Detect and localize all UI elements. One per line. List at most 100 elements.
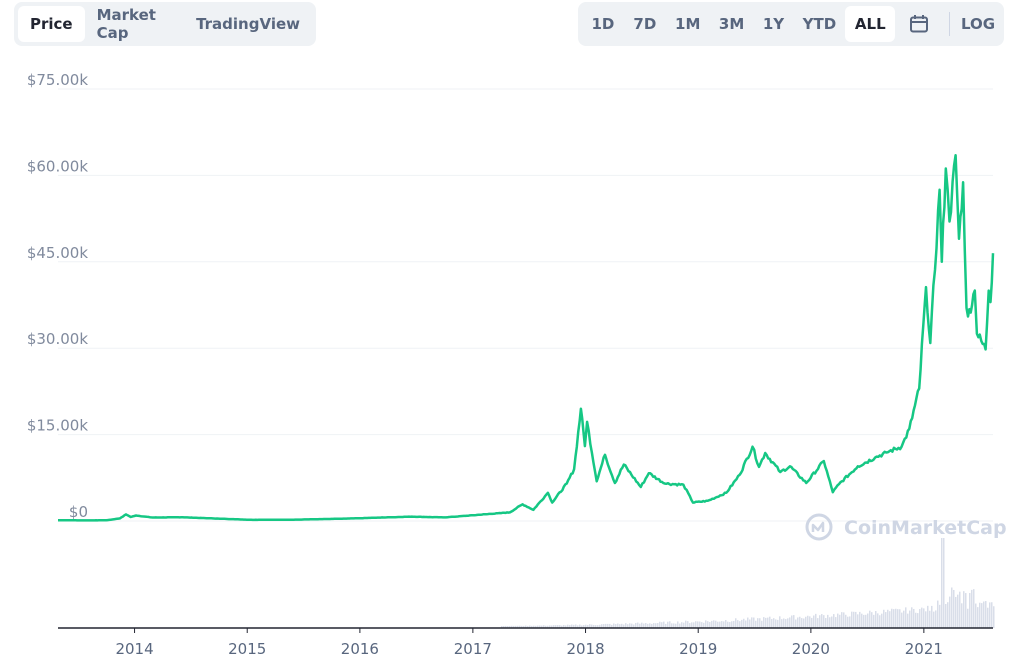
volume-bar	[509, 625, 511, 628]
volume-bar	[547, 625, 549, 628]
volume-bar	[755, 620, 757, 628]
volume-bar	[933, 611, 935, 628]
volume-bar	[923, 608, 925, 628]
volume-bar	[657, 622, 659, 628]
volume-bar	[517, 625, 519, 628]
range-3m-button[interactable]: 3M	[718, 15, 745, 33]
x-axis-labels: 2014 2015 2016 2017 2018 2019 2020 2021	[115, 628, 943, 658]
volume-bar	[593, 624, 595, 628]
log-scale-button[interactable]: LOG	[960, 15, 996, 33]
volume-bar	[873, 614, 875, 628]
volume-bar	[821, 614, 823, 628]
volume-bar	[551, 625, 553, 628]
volume-bar	[853, 611, 855, 628]
range-ytd-button[interactable]: YTD	[802, 15, 837, 33]
volume-bar	[691, 622, 693, 628]
volume-bar	[617, 623, 619, 628]
volume-bar	[779, 616, 781, 628]
volume-bar	[869, 610, 871, 628]
range-all-button[interactable]: ALL	[845, 6, 896, 42]
volume-bar	[969, 593, 971, 628]
volume-bar	[833, 614, 835, 628]
volume-bar	[891, 608, 893, 628]
volume-bar	[733, 620, 735, 628]
volume-bar	[671, 623, 673, 628]
y-tick-label: $0	[69, 503, 88, 521]
volume-bar	[651, 623, 653, 628]
volume-bar	[525, 625, 527, 628]
volume-bar	[927, 605, 929, 628]
calendar-button[interactable]	[895, 6, 943, 42]
volume-bar	[565, 625, 567, 628]
volume-bar	[571, 624, 573, 628]
volume-bar	[557, 625, 559, 628]
volume-bar	[713, 620, 715, 628]
tab-tradingview[interactable]: TradingView	[196, 15, 300, 33]
y-tick-label: $30.00k	[27, 330, 88, 348]
tab-price[interactable]: Price	[18, 6, 85, 42]
volume-bar	[973, 589, 975, 628]
volume-bar	[735, 618, 737, 628]
volume-bar	[689, 623, 691, 628]
grid-lines	[58, 88, 993, 522]
volume-bar	[625, 623, 627, 628]
volume-bar	[605, 623, 607, 628]
volume-bar	[993, 606, 995, 628]
volume-bar	[681, 622, 683, 628]
volume-bar	[541, 625, 543, 628]
volume-bar	[819, 615, 821, 628]
volume-bar	[597, 625, 599, 628]
range-7d-button[interactable]: 7D	[633, 15, 657, 33]
volume-bar	[739, 621, 741, 628]
price-series-line	[58, 153, 995, 522]
volume-bar	[799, 616, 801, 628]
volume-bar	[549, 625, 551, 628]
volume-bar	[631, 623, 633, 628]
volume-bar	[757, 618, 759, 628]
volume-bar	[773, 618, 775, 628]
volume-bar	[793, 615, 795, 628]
x-tick-label: 2018	[566, 640, 604, 658]
volume-bar	[531, 625, 533, 628]
volume-bar	[953, 589, 955, 628]
volume-bar	[555, 625, 557, 628]
volume-bar	[567, 624, 569, 628]
volume-bar	[727, 621, 729, 628]
range-1y-button[interactable]: 1Y	[762, 15, 785, 33]
volume-bar	[875, 611, 877, 628]
volume-bar	[667, 621, 669, 628]
volume-bar	[803, 618, 805, 628]
volume-bar	[817, 618, 819, 628]
volume-bar	[663, 621, 665, 628]
volume-bar	[743, 618, 745, 628]
volume-bar	[563, 624, 565, 628]
volume-bar	[529, 625, 531, 628]
volume-bar	[815, 613, 817, 628]
volume-bar	[835, 617, 837, 628]
volume-bar	[989, 602, 991, 628]
volume-bar	[839, 614, 841, 628]
volume-bar	[801, 618, 803, 628]
volume-bar	[715, 620, 717, 628]
volume-bar	[695, 621, 697, 628]
volume-bar	[911, 607, 913, 628]
volume-bar	[637, 622, 639, 628]
volume-bar	[883, 609, 885, 628]
volume-bar	[515, 625, 517, 628]
coinmarketcap-logo-icon	[805, 513, 833, 541]
volume-bar	[917, 613, 919, 628]
range-1d-button[interactable]: 1D	[591, 15, 615, 33]
volume-bar	[737, 620, 739, 628]
volume-bar	[609, 623, 611, 628]
volume-bar	[915, 612, 917, 628]
volume-bar	[731, 621, 733, 628]
volume-bar	[539, 625, 541, 628]
tab-market-cap[interactable]: Market Cap	[96, 6, 156, 42]
volume-bar	[861, 613, 863, 628]
range-1m-button[interactable]: 1M	[675, 15, 701, 33]
volume-bar	[935, 610, 937, 628]
volume-bar	[813, 615, 815, 628]
volume-bar	[913, 608, 915, 628]
tab-divider	[949, 12, 951, 36]
volume-bar	[633, 624, 635, 628]
